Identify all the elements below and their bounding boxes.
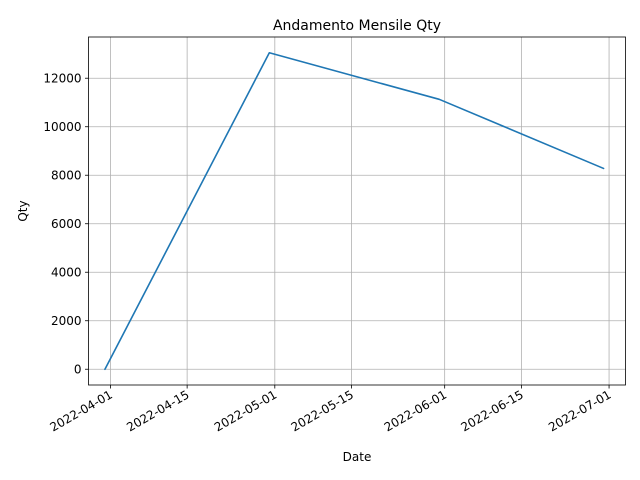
y-tick-label: 10000 (43, 120, 81, 134)
plot-series (104, 51, 605, 371)
y-tick-label: 0 (74, 363, 82, 377)
y-tick-label: 4000 (51, 266, 82, 280)
chart-title: Andamento Mensile Qty (273, 18, 441, 34)
y-axis-label: Qty (16, 200, 30, 221)
y-tick-label: 6000 (51, 217, 82, 231)
grid (88, 37, 626, 385)
y-tick-label: 8000 (51, 169, 82, 183)
y-tick-label: 12000 (43, 72, 81, 86)
series-line (104, 51, 605, 371)
y-axis: 0 2000 4000 6000 8000 10000 12000 (43, 72, 89, 377)
x-axis-label: Date (343, 450, 372, 464)
y-tick-label: 2000 (51, 314, 82, 328)
plot-frame (88, 36, 626, 386)
